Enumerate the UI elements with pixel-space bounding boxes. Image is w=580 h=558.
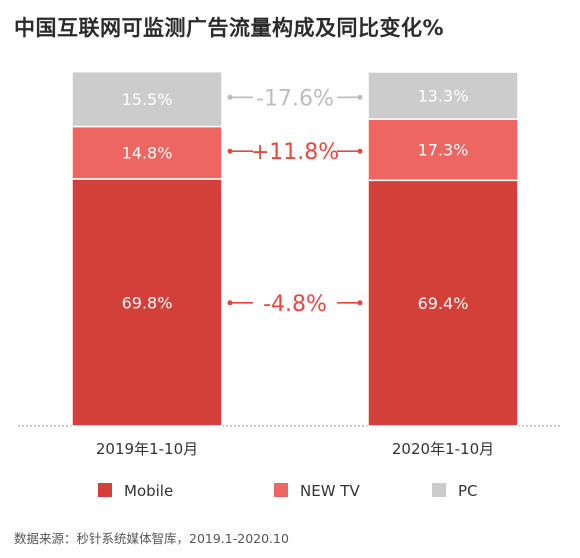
bar-segment-pc-2 [367, 71, 519, 120]
segment-label-pc-2: 13.3% [418, 87, 469, 106]
segment-label-mobile-2: 69.4% [418, 294, 469, 313]
x-tick-label-2: 2020年1-10月 [392, 440, 494, 458]
change-dot-left-mobile [227, 300, 233, 306]
legend-swatch-pc [432, 483, 446, 497]
change-dot-right-newtv [357, 148, 363, 154]
bar-segment-mobile-1 [71, 178, 223, 427]
x-tick-label-1: 2019年1-10月 [96, 440, 198, 458]
change-dot-right-pc [357, 94, 363, 100]
bar-segment-pc-1 [71, 70, 223, 128]
legend-label-pc: PC [458, 482, 478, 500]
legend-label-newtv: NEW TV [300, 482, 360, 500]
bar-segment-mobile-2 [367, 179, 519, 427]
legend-swatch-mobile [98, 483, 112, 497]
change-label-mobile: -4.8% [263, 292, 327, 317]
change-dot-left-newtv [227, 148, 233, 154]
segment-label-newtv-2: 17.3% [418, 141, 469, 160]
data-source-note: 数据来源：秒针系统媒体智库，2019.1-2020.10 [14, 531, 289, 546]
legend-swatch-newtv [274, 483, 288, 497]
segment-label-mobile-1: 69.8% [122, 293, 173, 312]
bar-segment-newtv-2 [367, 118, 519, 182]
change-label-newtv: +11.8% [251, 140, 339, 165]
change-dot-left-pc [227, 94, 233, 100]
legend-label-mobile: Mobile [124, 482, 173, 500]
change-label-pc: -17.6% [256, 86, 334, 111]
segment-label-newtv-1: 14.8% [122, 144, 173, 163]
segment-label-pc-1: 15.5% [122, 90, 173, 109]
bar-segment-newtv-1 [71, 125, 223, 180]
chart-title: 中国互联网可监测广告流量构成及同比变化% [14, 16, 445, 40]
change-dot-right-mobile [357, 300, 363, 306]
